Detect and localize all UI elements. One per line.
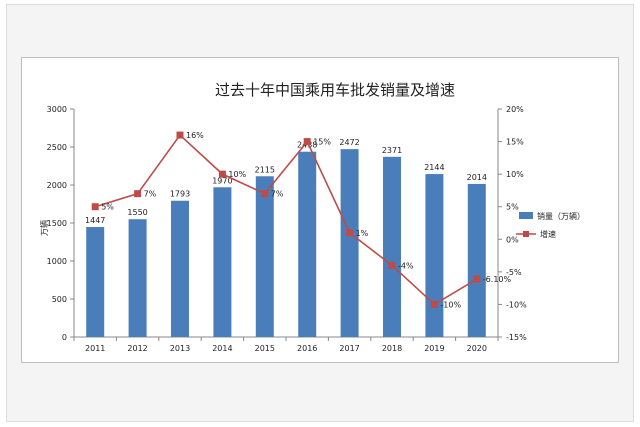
line-point-label: -4% [398, 261, 414, 270]
legend: 销量（万辆） 增速 [516, 211, 585, 239]
x-tick-label: 2011 [85, 344, 105, 353]
legend-line-marker [523, 231, 529, 237]
bar [425, 174, 444, 337]
bar-value-label: 1970 [212, 176, 232, 185]
bar [86, 227, 105, 337]
line-point-label: 7% [144, 190, 157, 199]
bar [255, 176, 274, 337]
legend-line-label: 增速 [540, 229, 556, 239]
right-tick-label: 5% [506, 203, 519, 212]
right-tick-label: 0% [506, 235, 519, 244]
line-point [388, 261, 396, 269]
bar [213, 187, 232, 337]
left-tick-label: 1500 [47, 219, 67, 228]
line-point-label: 16% [186, 131, 204, 140]
x-tick-label: 2013 [170, 344, 190, 353]
bar [298, 151, 317, 337]
x-tick-label: 2012 [127, 344, 147, 353]
right-tick-label: 15% [506, 138, 524, 147]
line-point-label: 7% [271, 190, 284, 199]
left-tick-label: 2500 [47, 143, 67, 152]
line-point-label: 15% [313, 138, 331, 147]
line-point [430, 300, 438, 308]
line-point [91, 203, 99, 211]
left-tick-label: 1000 [47, 257, 67, 266]
growth-line [94, 133, 478, 306]
right-tick-label: 20% [506, 105, 524, 114]
bar-value-label: 2371 [382, 146, 402, 155]
x-tick-label: 2020 [467, 344, 487, 353]
bar-value-label: 2472 [339, 138, 359, 147]
line-point-label: -10% [440, 300, 461, 309]
line-point [473, 275, 481, 283]
line-series: 5% 7% 16% 10% 7% 15% 1% -4% -10% -6.10% [91, 131, 512, 309]
right-tick-label: -5% [506, 268, 522, 277]
left-tick-label: 2000 [47, 181, 67, 190]
legend-bar-swatch [519, 212, 533, 219]
right-tick-label: -10% [506, 300, 527, 309]
line-point [346, 229, 354, 237]
line-point-label: 1% [356, 229, 369, 238]
line-point [134, 190, 142, 198]
x-tick-label: 2018 [382, 344, 402, 353]
x-tick-label: 2014 [212, 344, 232, 353]
right-tick-label: 10% [506, 170, 524, 179]
line-point-label: -6.10% [483, 275, 512, 284]
legend-bar-label: 销量（万辆） [537, 211, 585, 221]
line-point [218, 170, 226, 178]
left-tick-label: 500 [52, 295, 67, 304]
line-point [303, 138, 311, 146]
x-tick-label: 2016 [297, 344, 317, 353]
line-point-label: 10% [228, 170, 246, 179]
bar-value-label: 2014 [467, 173, 487, 182]
left-axis-label: 万辆 [39, 220, 49, 236]
line-point-label: 5% [101, 203, 114, 212]
line-point [176, 131, 184, 139]
left-tick-label: 0 [62, 333, 67, 342]
bar [128, 219, 147, 337]
bar [467, 183, 486, 337]
bar-series: 1447 1550 1793 1970 2115 2438 2472 2371 2144 2014 [85, 138, 487, 337]
bar-value-label: 1447 [85, 216, 105, 225]
bar-value-label: 2115 [255, 165, 275, 174]
bar-value-label: 1550 [127, 208, 147, 217]
bar-value-label: 2438 [297, 141, 317, 150]
chart-title: 过去十年中国乘用车批发销量及增速 [215, 81, 455, 99]
bar-value-label: 2144 [424, 163, 444, 172]
chart-panel [21, 57, 619, 363]
x-tick-label: 2015 [255, 344, 275, 353]
bar [340, 149, 359, 337]
bar-value-label: 1793 [170, 190, 190, 199]
line-point [261, 190, 269, 198]
axes: 050010001500200025003000-15%-10%-5%0%5%1… [47, 105, 527, 353]
x-tick-label: 2019 [424, 344, 444, 353]
bar [171, 200, 189, 337]
bar [383, 156, 401, 337]
left-tick-label: 3000 [47, 105, 67, 114]
x-tick-label: 2017 [339, 344, 359, 353]
right-tick-label: -15% [506, 333, 527, 342]
